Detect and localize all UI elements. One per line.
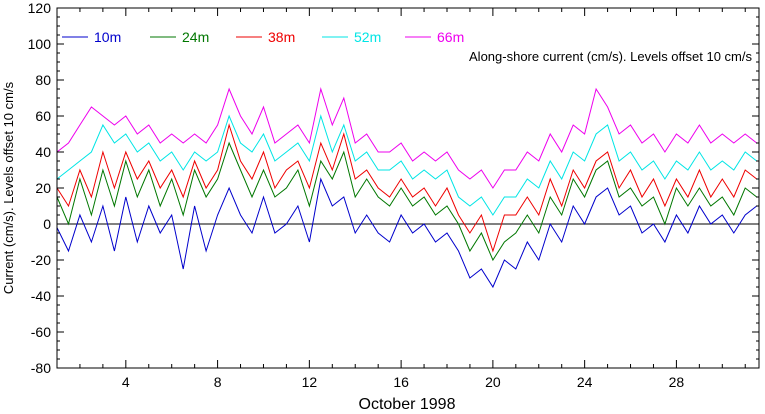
x-axis-label: October 1998 [359,396,456,413]
x-tick-label: 4 [122,374,130,390]
legend-label-66m: 66m [437,29,464,45]
series-line-24m [56,141,758,262]
y-tick-label: 80 [35,72,51,88]
y-tick-label: 120 [28,0,52,16]
x-tick-label: 8 [214,374,222,390]
plot-background [57,8,759,368]
x-tick-label: 12 [302,374,318,390]
y-tick-label: 100 [28,36,52,52]
y-axis-label: Current (cm/s). Levels offset 10 cm/s [1,81,16,294]
axes: -80 -60 -40 -20 0 20 40 60 80 100 120 4 8 12 16 20 24 28 [28,0,760,390]
y-tick-label: 20 [35,180,51,196]
y-tick-label: 40 [35,144,51,160]
y-tick-label: 0 [43,216,51,232]
series-line-38m [56,123,758,253]
series-line-52m [56,114,758,216]
x-tick-label: 20 [485,374,501,390]
plot-area [57,8,759,368]
legend-label-52m: 52m [354,29,381,45]
x-tick-label: 28 [669,374,685,390]
y-tick-label: -60 [31,324,51,340]
legend: 10m 24m 38m 52m 66m [62,29,464,45]
series-line-10m [56,177,758,289]
x-tick-label: 16 [393,374,409,390]
y-tick-label: -80 [31,360,51,376]
chart-annotation: Along-shore current (cm/s). Levels offse… [469,49,752,64]
legend-label-38m: 38m [268,29,295,45]
series-layer [56,87,758,289]
legend-label-10m: 10m [94,29,121,45]
y-tick-label: -20 [31,252,51,268]
series-line-66m [56,87,758,189]
y-tick-label: -40 [31,288,51,304]
x-tick-label: 24 [577,374,593,390]
y-tick-label: 60 [35,108,51,124]
legend-label-24m: 24m [182,29,209,45]
